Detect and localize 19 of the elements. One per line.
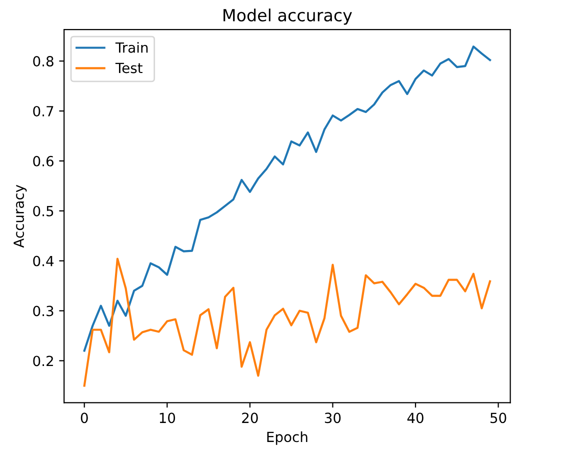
- y-tick-label: 0.2: [33, 356, 53, 366]
- x-axis-title: Epoch: [267, 431, 308, 445]
- y-tick-label: 0.6: [33, 156, 54, 166]
- x-tick-label: 40: [407, 412, 424, 424]
- y-tick-label: 0.4: [33, 256, 54, 266]
- y-tick-label: 0.7: [33, 106, 54, 116]
- line-series: [83, 258, 492, 387]
- x-tick-label: 30: [324, 412, 341, 424]
- x-tick-label: 10: [160, 412, 176, 424]
- x-tick-label: 50: [490, 412, 506, 424]
- y-tick-label: 0.5: [33, 206, 54, 216]
- legend-label: Train: [115, 42, 148, 53]
- x-tick-label: 0: [80, 412, 88, 424]
- x-tick-label: 20: [242, 412, 258, 424]
- y-tick-label: 0.3: [33, 306, 54, 316]
- chart-title: Model accuracy: [224, 8, 352, 25]
- y-tick-label: 0.8: [33, 56, 54, 67]
- y-axis-title: Accuracy: [14, 184, 27, 248]
- legend-label: Test: [115, 62, 142, 74]
